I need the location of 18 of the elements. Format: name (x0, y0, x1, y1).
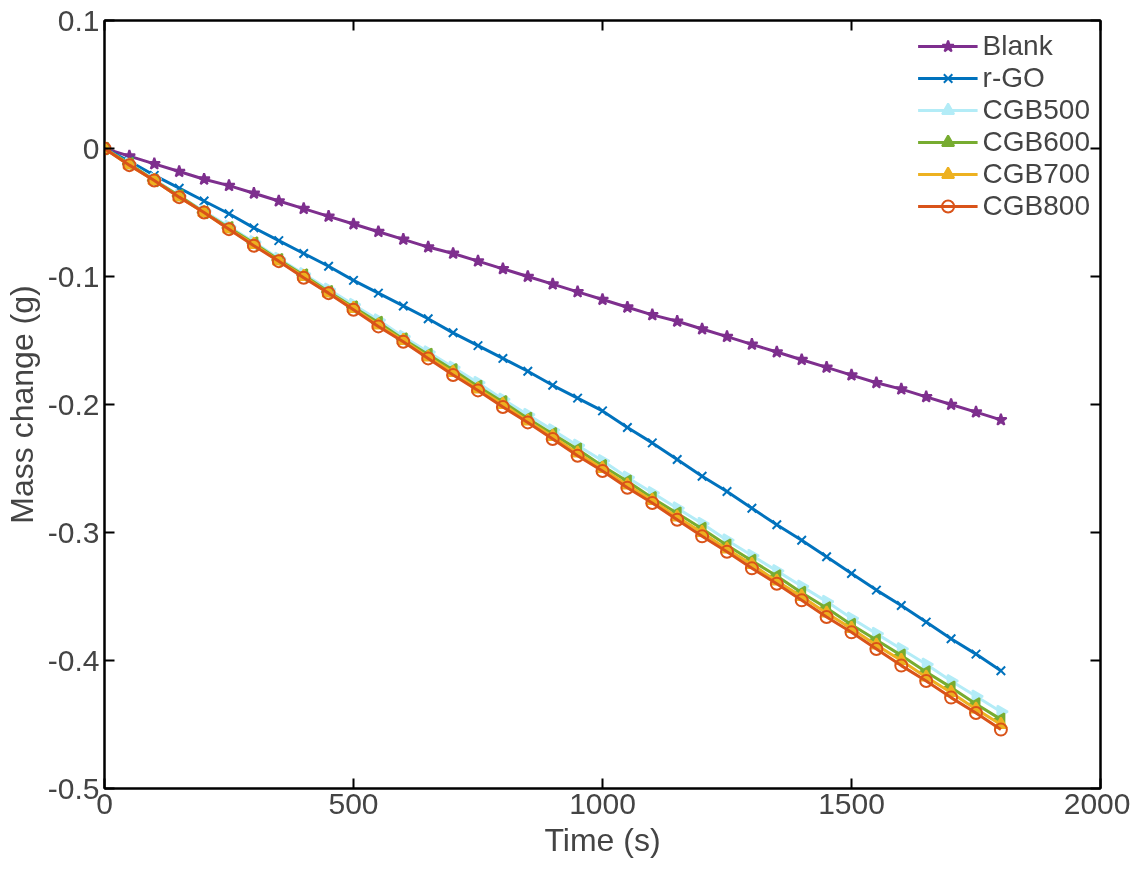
y-axis-title: Mass change (g) (3, 285, 40, 524)
legend-label: CGB700 (982, 158, 1090, 190)
y-tick-label: -0.1 (47, 259, 100, 293)
legend-label: CGB600 (982, 126, 1090, 158)
y-tick-label: 0.1 (57, 3, 100, 37)
legend-label: CGB800 (982, 190, 1090, 222)
x-tick-label: 1500 (818, 786, 885, 820)
x-tick-label: 1000 (569, 786, 636, 820)
x-tick-label: 2000 (1063, 786, 1131, 820)
legend-label: r-GO (982, 62, 1045, 94)
legend-label: CGB500 (982, 94, 1090, 126)
x-tick-label: 500 (328, 786, 379, 820)
y-tick-label: -0.4 (47, 643, 100, 677)
y-tick-label: -0.3 (47, 515, 100, 549)
y-tick-label: 0 (82, 131, 100, 165)
x-axis-title: Time (s) (544, 821, 661, 858)
y-tick-label: -0.2 (47, 387, 100, 421)
legend-label: Blank (982, 30, 1053, 62)
